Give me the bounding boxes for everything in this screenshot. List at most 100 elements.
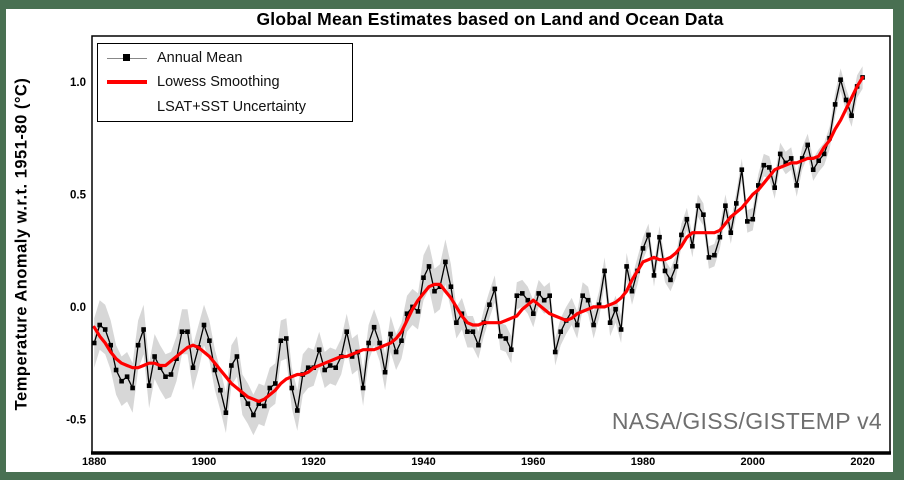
annual-mean-marker [761, 162, 767, 168]
x-tick-label: 1880 [82, 456, 106, 468]
annual-mean-marker [810, 167, 816, 172]
annual-mean-marker [520, 291, 525, 296]
annual-mean-marker [821, 151, 827, 157]
annual-mean-marker [190, 365, 196, 370]
annual-mean-marker [295, 408, 300, 413]
annual-mean-marker [344, 329, 349, 334]
annual-mean-marker [514, 293, 520, 298]
annual-mean-marker [157, 365, 163, 370]
y-tick-label: -0.5 [66, 415, 86, 427]
y-tick-label: 0.5 [70, 189, 87, 201]
annual-mean-marker [712, 252, 717, 258]
annual-mean-marker [503, 336, 509, 341]
annual-mean-marker [168, 372, 174, 377]
x-tick-label: 1900 [192, 456, 216, 468]
annual-mean-marker [108, 342, 113, 348]
annual-mean-marker [454, 320, 459, 325]
annual-mean-marker [289, 385, 295, 391]
annual-mean-marker [613, 306, 618, 312]
annual-mean-marker [92, 340, 97, 346]
annual-mean-marker [256, 401, 262, 406]
annual-mean-marker [684, 216, 690, 222]
annual-mean-marker [640, 246, 646, 251]
annual-mean-marker [119, 378, 124, 384]
annual-mean-marker [799, 156, 805, 161]
annual-mean-marker [207, 338, 212, 343]
annual-mean-marker [399, 338, 404, 343]
annual-mean-marker [558, 329, 563, 334]
x-tick-label: 1980 [631, 456, 655, 468]
annual-mean-marker [750, 216, 756, 222]
legend-swatch-thick-line [107, 80, 147, 85]
annual-mean-marker [174, 356, 179, 361]
annual-mean-marker [487, 302, 492, 307]
annual-mean-marker [509, 347, 514, 352]
annual-mean-marker [327, 363, 333, 368]
annual-mean-marker [284, 336, 289, 341]
annual-mean-marker [245, 401, 251, 406]
annual-mean-marker [212, 367, 218, 373]
annual-mean-marker [668, 277, 673, 283]
x-tick-label: 2000 [741, 456, 765, 468]
annual-mean-marker [673, 264, 679, 269]
annual-mean-marker [305, 365, 311, 370]
annual-mean-marker [745, 219, 750, 224]
annual-mean-marker [695, 203, 701, 208]
x-tick-label: 1940 [411, 456, 435, 468]
annual-mean-marker [717, 234, 723, 240]
annual-mean-marker [646, 232, 651, 238]
y-axis-label: Temperature Anomaly w.r.t. 1951-80 (°C) [12, 77, 31, 411]
annual-mean-marker [443, 259, 448, 265]
annual-mean-marker [591, 322, 596, 328]
annual-mean-marker [739, 167, 745, 172]
y-tick-label: 1.0 [70, 77, 86, 89]
annual-mean-marker [124, 374, 130, 379]
legend-square-marker-icon [123, 54, 130, 62]
annual-mean-marker [163, 374, 168, 379]
annual-mean-marker [849, 113, 854, 118]
legend-item-lowess-smoothing: Lowess Smoothing [98, 70, 352, 94]
annual-mean-marker [772, 185, 777, 190]
legend: Annual Mean Lowess Smoothing LSAT+SST Unce… [97, 43, 353, 122]
annual-mean-marker [602, 268, 607, 274]
legend-item-label: Lowess Smoothing [157, 74, 280, 91]
annual-mean-line [93, 77, 864, 417]
annual-mean-marker [541, 297, 547, 303]
annual-mean-marker [536, 291, 541, 296]
legend-item-label: LSAT+SST Uncertainty [157, 98, 306, 115]
annual-mean-marker [843, 97, 849, 103]
x-tick-label: 1960 [521, 456, 545, 468]
x-tick-label: 2020 [850, 456, 874, 468]
annual-mean-marker [432, 288, 437, 294]
annual-mean-marker [262, 403, 267, 409]
annual-mean-marker [552, 349, 558, 355]
annual-mean-marker [662, 268, 668, 274]
annual-mean-marker [426, 264, 432, 269]
annual-mean-marker [805, 142, 810, 148]
annual-mean-marker [273, 381, 278, 386]
annual-mean-marker [607, 320, 613, 325]
annual-mean-marker [393, 349, 399, 355]
legend-item-label: Annual Mean [157, 50, 243, 67]
annual-mean-marker [690, 243, 695, 249]
annual-mean-marker [574, 322, 580, 328]
chart-title: Global Mean Estimates based on Land and … [256, 9, 724, 29]
annual-mean-marker [657, 234, 662, 240]
annual-mean-marker [651, 273, 657, 278]
annual-mean-marker [360, 385, 366, 391]
annual-mean-marker [229, 363, 234, 368]
annual-mean-marker [569, 309, 574, 314]
annual-mean-marker [706, 255, 712, 260]
watermark: NASA/GISS/GISTEMP v4 [611, 408, 882, 434]
annual-mean-marker [377, 340, 382, 346]
annual-mean-markers [92, 75, 865, 418]
legend-swatch-line-with-square-marker [107, 54, 147, 62]
annual-mean-marker [135, 342, 141, 348]
legend-swatch-band [107, 101, 147, 113]
annual-mean-marker [476, 342, 481, 348]
annual-mean-marker [580, 293, 585, 298]
annual-mean-marker [465, 329, 470, 334]
annual-mean-marker [102, 327, 108, 332]
